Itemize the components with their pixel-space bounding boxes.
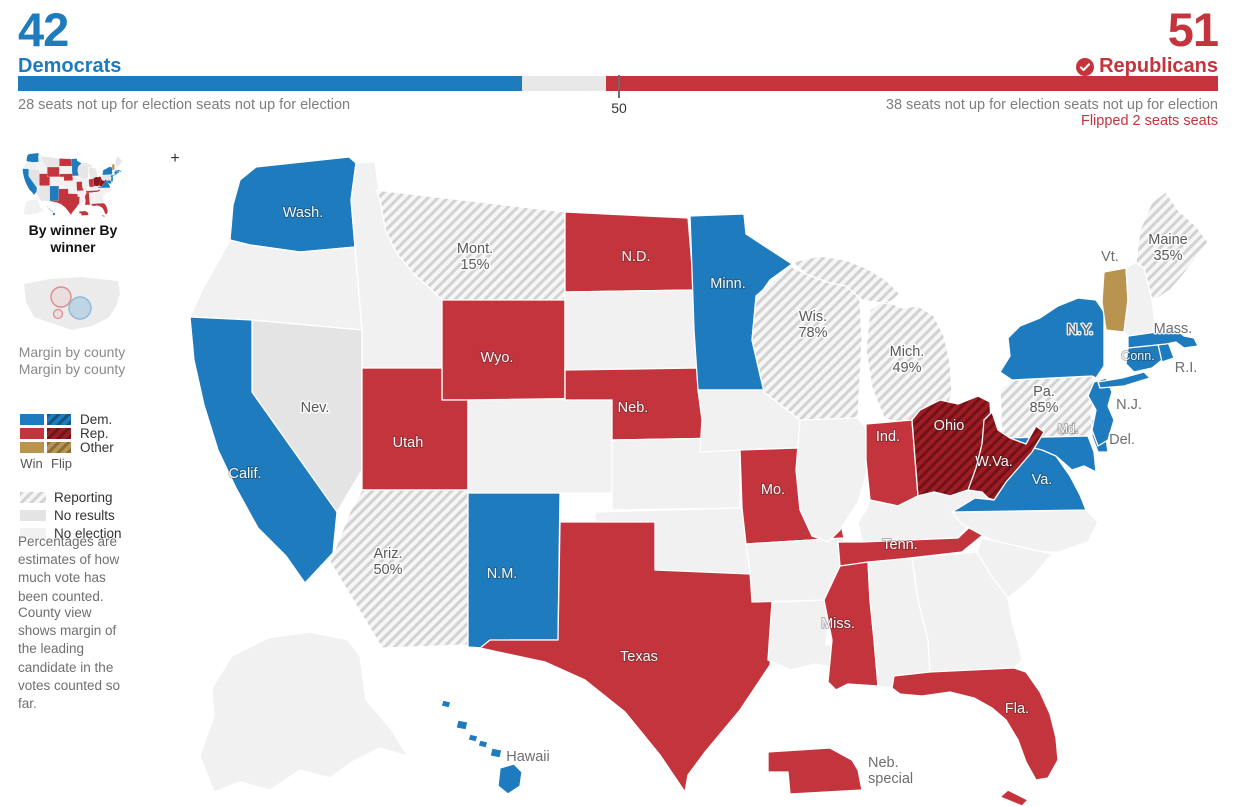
state-pennsylvania[interactable] [999, 375, 1099, 439]
legend-row-dem: Dem. [20, 411, 150, 427]
state-wyoming[interactable] [441, 299, 566, 401]
majority-tick-label: 50 [611, 100, 627, 116]
other-flip-swatch [47, 441, 71, 453]
rep-flip-swatch [47, 427, 71, 439]
state-south-dakota[interactable] [564, 289, 701, 371]
dem-seats-note: 28 seats not up for election seats not u… [18, 97, 351, 113]
republicans-label-row: Republicans [1076, 55, 1218, 78]
margin-by-county-thumbnail-map [24, 277, 120, 330]
view-toggle-by-winner[interactable] [20, 152, 125, 222]
rep-margin-bubble-small [52, 308, 64, 320]
state-label: Vt. [1101, 249, 1119, 265]
bar-undecided-segment [522, 76, 606, 91]
state-label: N.J. [1116, 397, 1142, 413]
state-new-mexico[interactable] [467, 492, 561, 651]
republicans-summary: 51 Republicans [1076, 3, 1219, 78]
rep-seats-note: 38 seats not up for election seats not u… [885, 97, 1218, 113]
state-north-carolina[interactable] [951, 509, 1099, 553]
state-new-york[interactable] [999, 297, 1151, 389]
state-washington[interactable] [229, 156, 357, 253]
rep-margin-bubble [50, 286, 72, 308]
state-north-dakota[interactable] [564, 211, 695, 293]
dem-flip-swatch [47, 413, 71, 425]
legend-row-other: Other [20, 439, 150, 455]
republicans-label: Republicans [1099, 55, 1218, 77]
rep-win-swatch [20, 427, 44, 439]
state-label: Neb. [868, 755, 899, 771]
legend-rep-label: Rep. [80, 425, 109, 441]
dem-win-swatch [20, 413, 44, 425]
legend-dem-label: Dem. [80, 411, 113, 427]
legend-flip-label: Flip [51, 456, 72, 471]
democrats-label: Democrats [18, 55, 122, 77]
other-win-swatch [20, 441, 44, 453]
state-colorado[interactable] [467, 397, 615, 494]
reporting-swatch [20, 491, 46, 503]
state-indiana[interactable] [865, 419, 919, 507]
democrats-seat-count: 42 [18, 3, 69, 56]
legend-reporting-label: Reporting [54, 489, 113, 505]
legend-no-election-label: No election [54, 525, 122, 541]
state-michigan[interactable] [791, 255, 953, 425]
state-vermont[interactable] [1101, 267, 1129, 333]
us-senate-map: Wash.Mont.15% N.D.Minn.Wis.78%Mich.49%Mai… [189, 156, 1209, 807]
percentages-note: Percentages are estimates of how much vo… [18, 534, 120, 604]
no-results-swatch [20, 509, 46, 521]
state-nebraska-special[interactable] [767, 747, 863, 795]
state-wisconsin[interactable] [751, 265, 863, 421]
view-toggle-margin-by-county[interactable] [20, 270, 125, 345]
state-maine[interactable] [1135, 191, 1209, 301]
state-label: Hawaii [506, 749, 550, 765]
map-zoom-in-button[interactable]: + [170, 150, 180, 167]
legend-no-results-label: No results [54, 507, 115, 523]
state-label: Del. [1109, 432, 1135, 448]
state-arizona[interactable] [329, 489, 469, 649]
seat-balance-bar: 50 [18, 75, 1218, 116]
democrats-summary: 42 Democrats [18, 6, 121, 78]
legend-row-rep: Rep. [20, 425, 150, 441]
legend-row-reporting: Reporting [20, 488, 150, 506]
by-winner-thumbnail-map [22, 152, 123, 217]
state-massachusetts[interactable] [1127, 327, 1199, 349]
legend-win-label: Win [20, 456, 43, 471]
state-oregon[interactable] [189, 239, 363, 331]
no-election-swatch [20, 527, 46, 539]
map-legend: Dem. Rep. Other Win Flip Reporting No r [20, 412, 150, 542]
state-illinois[interactable] [795, 417, 869, 543]
state-california[interactable] [189, 316, 338, 584]
state-label: R.I. [1175, 360, 1198, 376]
dem-margin-bubble [68, 296, 92, 320]
state-florida[interactable] [891, 667, 1059, 807]
by-winner-caption[interactable]: By winner By winner [28, 222, 118, 255]
republicans-seat-count: 51 [1167, 3, 1219, 56]
legend-row-no-election: No election [20, 524, 150, 542]
win-flip-labels: Win Flip [20, 456, 150, 471]
legend-other-label: Other [80, 439, 114, 455]
bar-republican-segment [606, 76, 1218, 91]
bar-democrat-segment [18, 76, 522, 91]
state-south-carolina[interactable] [976, 537, 1053, 599]
state-west-virginia[interactable] [967, 411, 1045, 501]
flipped-seats-note: Flipped 2 seats seats [1080, 113, 1218, 129]
winner-check-icon [1076, 57, 1095, 76]
majority-tick: 50 [611, 75, 627, 116]
legend-row-no-results: No results [20, 506, 150, 524]
county-view-note: County view shows margin of the leading … [18, 605, 121, 712]
state-label: special [868, 771, 913, 787]
margin-by-county-caption[interactable]: Margin by county Margin by county [18, 344, 126, 377]
state-alaska[interactable] [199, 631, 409, 793]
state-hawaii[interactable] [440, 699, 523, 795]
